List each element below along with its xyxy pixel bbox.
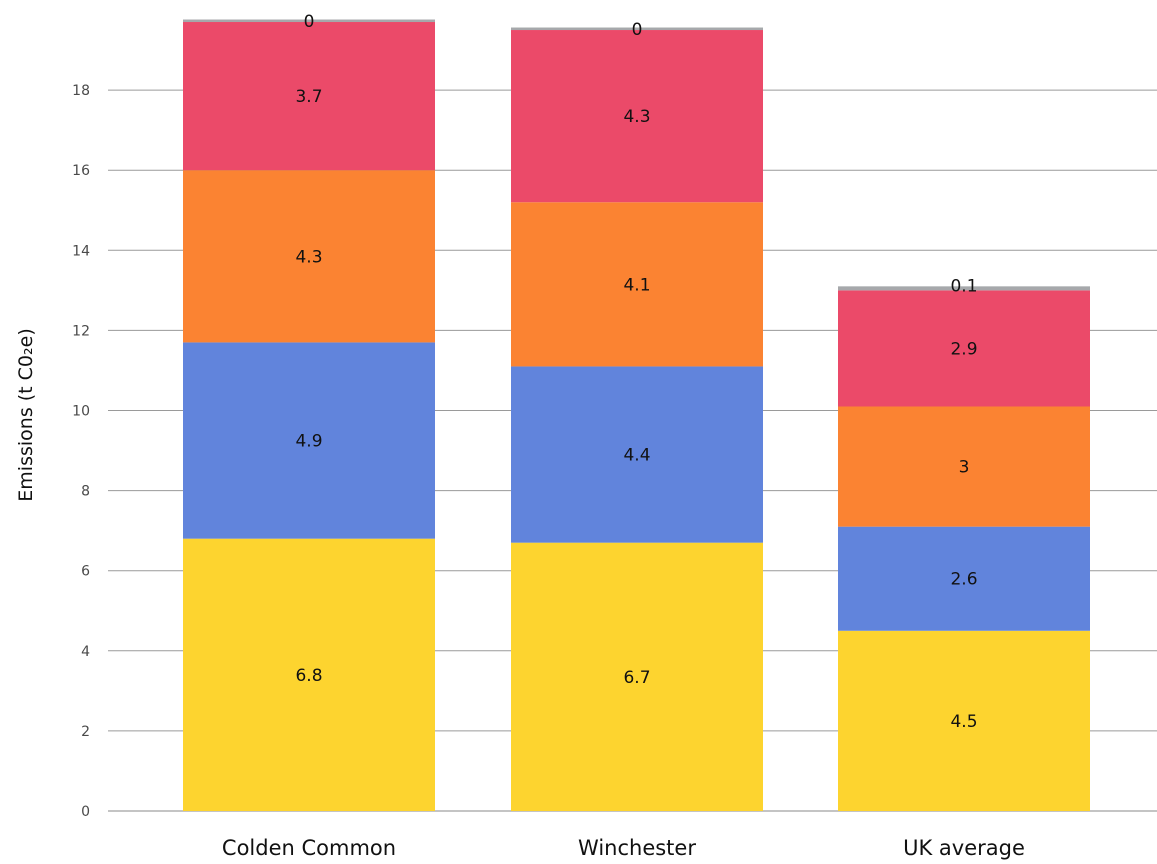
data-label: 3 bbox=[959, 458, 970, 478]
y-tick-label: 0 bbox=[81, 804, 90, 820]
x-category-label: Winchester bbox=[578, 836, 696, 860]
bar-segment bbox=[183, 538, 435, 811]
x-category-label: Colden Common bbox=[222, 836, 396, 860]
bar-segment bbox=[838, 286, 1090, 291]
bar-segment bbox=[183, 342, 435, 539]
bar-segment bbox=[183, 170, 435, 343]
bar-segment bbox=[511, 202, 763, 367]
y-tick-label: 18 bbox=[72, 83, 90, 99]
bar-segment bbox=[511, 30, 763, 203]
y-tick-label: 4 bbox=[81, 644, 90, 660]
y-tick-label: 6 bbox=[81, 564, 90, 580]
y-axis-title: Emissions (t C0₂e) bbox=[15, 328, 37, 501]
y-tick-label: 2 bbox=[81, 724, 90, 740]
data-label: 6.7 bbox=[623, 668, 650, 688]
data-label: 4.3 bbox=[623, 107, 650, 127]
x-category-label: UK average bbox=[903, 836, 1025, 860]
data-label: 2.9 bbox=[950, 339, 977, 359]
bar-segment bbox=[838, 290, 1090, 407]
bar-segment bbox=[183, 19, 435, 23]
data-label: 2.6 bbox=[950, 570, 977, 590]
data-label: 0 bbox=[632, 20, 643, 40]
bar-segment bbox=[511, 366, 763, 543]
data-label: 4.4 bbox=[623, 446, 650, 466]
bar-segment bbox=[183, 22, 435, 171]
data-label: 3.7 bbox=[295, 87, 322, 107]
data-label: 4.3 bbox=[295, 247, 322, 267]
label-layer: 6.8 4.9 4.3 3.7 0 6.7 4.4 4.1 4.3 0 4.5 2.6 3 2.9 0.1 bbox=[295, 12, 977, 732]
y-tick-label: 8 bbox=[81, 484, 90, 500]
y-tick-label: 10 bbox=[72, 404, 90, 420]
y-tick-label: 16 bbox=[72, 163, 90, 179]
y-tick-label: 12 bbox=[72, 323, 90, 339]
data-label: 6.8 bbox=[295, 666, 322, 686]
bar-layer bbox=[183, 19, 1090, 811]
bar-segment bbox=[838, 630, 1090, 811]
bar-segment bbox=[838, 526, 1090, 631]
data-label: 4.1 bbox=[623, 275, 650, 295]
bar-segment bbox=[511, 27, 763, 31]
data-label: 4.9 bbox=[295, 432, 322, 452]
data-label: 4.5 bbox=[950, 712, 977, 732]
data-label: 0.1 bbox=[950, 276, 977, 296]
y-tick-label: 14 bbox=[72, 243, 90, 259]
bar-segment bbox=[511, 542, 763, 811]
axis-layer: Emissions (t C0₂e) 0 2 4 6 8 10 12 14 16 18 Colden… bbox=[15, 83, 1025, 860]
bar-segment bbox=[838, 406, 1090, 527]
data-label: 0 bbox=[304, 12, 315, 32]
